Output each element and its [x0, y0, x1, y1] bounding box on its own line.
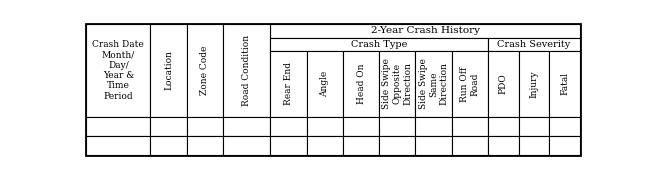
- Bar: [223, 136, 270, 155]
- Bar: [187, 136, 223, 155]
- Bar: [549, 117, 580, 136]
- Text: Side Swipe
Same
Direction: Side Swipe Same Direction: [419, 58, 448, 109]
- Bar: [452, 51, 488, 117]
- Bar: [270, 51, 307, 117]
- Bar: [86, 117, 150, 136]
- Text: Crash Severity: Crash Severity: [497, 40, 571, 49]
- Text: 2-Year Crash History: 2-Year Crash History: [370, 26, 480, 35]
- Bar: [223, 24, 270, 117]
- Bar: [488, 38, 580, 51]
- Bar: [488, 51, 519, 117]
- Bar: [270, 117, 307, 136]
- Bar: [307, 117, 343, 136]
- Text: Crash Date
Month/
Day/
Year &
Time
Period: Crash Date Month/ Day/ Year & Time Perio…: [92, 40, 144, 101]
- Bar: [150, 24, 187, 117]
- Text: Run Off
Road: Run Off Road: [460, 66, 480, 102]
- Bar: [343, 51, 379, 117]
- Bar: [549, 136, 580, 155]
- Text: Crash Type: Crash Type: [351, 40, 408, 49]
- Bar: [549, 51, 580, 117]
- Bar: [86, 136, 150, 155]
- Text: Fatal: Fatal: [560, 72, 569, 95]
- Text: Rear End: Rear End: [284, 62, 293, 105]
- Bar: [452, 117, 488, 136]
- Bar: [519, 136, 549, 155]
- Bar: [270, 136, 307, 155]
- Bar: [379, 136, 415, 155]
- Bar: [150, 136, 187, 155]
- Text: Side Swipe
Opposite
Direction: Side Swipe Opposite Direction: [382, 58, 412, 109]
- Bar: [379, 117, 415, 136]
- Text: PDO: PDO: [499, 74, 508, 94]
- Text: Zone Code: Zone Code: [200, 46, 209, 95]
- Bar: [86, 24, 150, 117]
- Bar: [150, 117, 187, 136]
- Bar: [270, 24, 580, 38]
- Bar: [187, 117, 223, 136]
- Bar: [379, 51, 415, 117]
- Text: Head On: Head On: [356, 64, 365, 104]
- Bar: [270, 38, 488, 51]
- Bar: [343, 117, 379, 136]
- Bar: [488, 117, 519, 136]
- Text: Injury: Injury: [530, 70, 538, 98]
- Bar: [187, 24, 223, 117]
- Bar: [519, 51, 549, 117]
- Bar: [415, 117, 452, 136]
- Bar: [307, 51, 343, 117]
- Text: Angle: Angle: [320, 71, 330, 97]
- Bar: [415, 51, 452, 117]
- Bar: [415, 136, 452, 155]
- Bar: [452, 136, 488, 155]
- Text: Road Condition: Road Condition: [242, 35, 251, 106]
- Text: Location: Location: [164, 50, 173, 90]
- Bar: [307, 136, 343, 155]
- Bar: [519, 117, 549, 136]
- Bar: [343, 136, 379, 155]
- Bar: [223, 117, 270, 136]
- Bar: [488, 136, 519, 155]
